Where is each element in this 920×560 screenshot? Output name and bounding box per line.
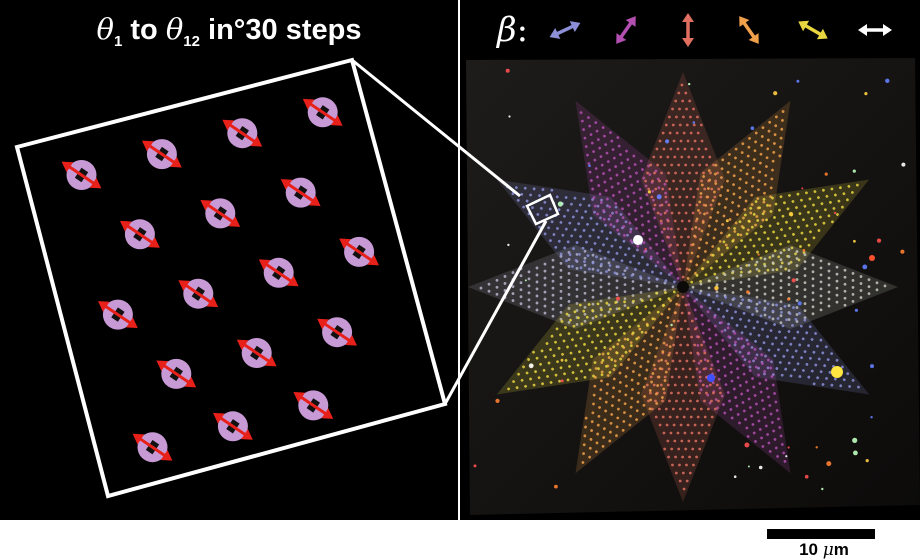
particle bbox=[317, 317, 357, 348]
scale-bar bbox=[767, 529, 875, 539]
inset-panel: θ1 to θ12 in°30 steps bbox=[0, 0, 458, 520]
beta-colon: : bbox=[516, 10, 529, 50]
double-arrow-icon bbox=[616, 16, 636, 44]
particle bbox=[98, 299, 138, 330]
star-petal bbox=[683, 100, 791, 287]
particle bbox=[132, 432, 173, 463]
star-petal bbox=[575, 287, 683, 474]
scale-bar-value: 10 bbox=[799, 540, 818, 559]
micrograph bbox=[460, 57, 920, 520]
star-petal bbox=[683, 245, 898, 329]
theta-start-subscript: 1 bbox=[113, 32, 123, 50]
legend-arrow-icon bbox=[855, 11, 895, 49]
double-arrow-icon bbox=[798, 20, 828, 40]
double-arrow-icon bbox=[858, 24, 892, 36]
panel-title: θ1 to θ12 in°30 steps bbox=[0, 4, 458, 54]
particle bbox=[339, 236, 379, 267]
legend-arrow-icon bbox=[606, 11, 646, 49]
particle bbox=[178, 278, 219, 309]
particle bbox=[200, 198, 241, 229]
star-petal bbox=[641, 72, 725, 287]
legend-arrow-icon bbox=[729, 11, 769, 49]
legend-arrow-icon bbox=[545, 11, 585, 49]
double-arrow-icon bbox=[682, 13, 694, 47]
particle bbox=[120, 219, 160, 250]
particle-grid bbox=[61, 97, 379, 463]
particle bbox=[156, 358, 197, 389]
double-arrow-icon bbox=[549, 21, 581, 39]
theta-symbol-end: θ bbox=[165, 12, 184, 46]
star-petal bbox=[683, 287, 870, 395]
double-arrow-icon bbox=[739, 16, 759, 44]
scale-bar-unit-m: m bbox=[833, 540, 849, 559]
legend-arrow-icon bbox=[793, 11, 833, 49]
beta-symbol: β bbox=[497, 10, 517, 50]
particle bbox=[280, 177, 321, 208]
scale-bar-unit-mu: μ bbox=[822, 540, 834, 560]
particle bbox=[61, 160, 102, 190]
star-petal bbox=[641, 287, 725, 502]
particle bbox=[236, 338, 277, 368]
particle bbox=[213, 411, 253, 442]
beta-label: β: bbox=[497, 12, 528, 48]
inset-drawing bbox=[14, 57, 448, 499]
star-pattern bbox=[468, 72, 898, 502]
particle bbox=[222, 118, 263, 149]
microscope-image-panel bbox=[460, 0, 920, 520]
particle bbox=[258, 257, 299, 288]
title-to: to bbox=[130, 14, 158, 46]
theta-end-subscript: 12 bbox=[183, 32, 200, 50]
legend-arrow-icon bbox=[668, 11, 708, 49]
star-petal bbox=[683, 287, 791, 474]
particle-specks bbox=[473, 68, 906, 491]
title-tail: in°30 steps bbox=[208, 14, 362, 46]
particle bbox=[142, 139, 182, 170]
scale-bar-label: 10 μm bbox=[779, 540, 869, 560]
particle bbox=[302, 97, 343, 128]
theta-symbol: θ bbox=[96, 12, 114, 46]
polarization-legend bbox=[460, 0, 920, 57]
particle bbox=[293, 390, 334, 421]
